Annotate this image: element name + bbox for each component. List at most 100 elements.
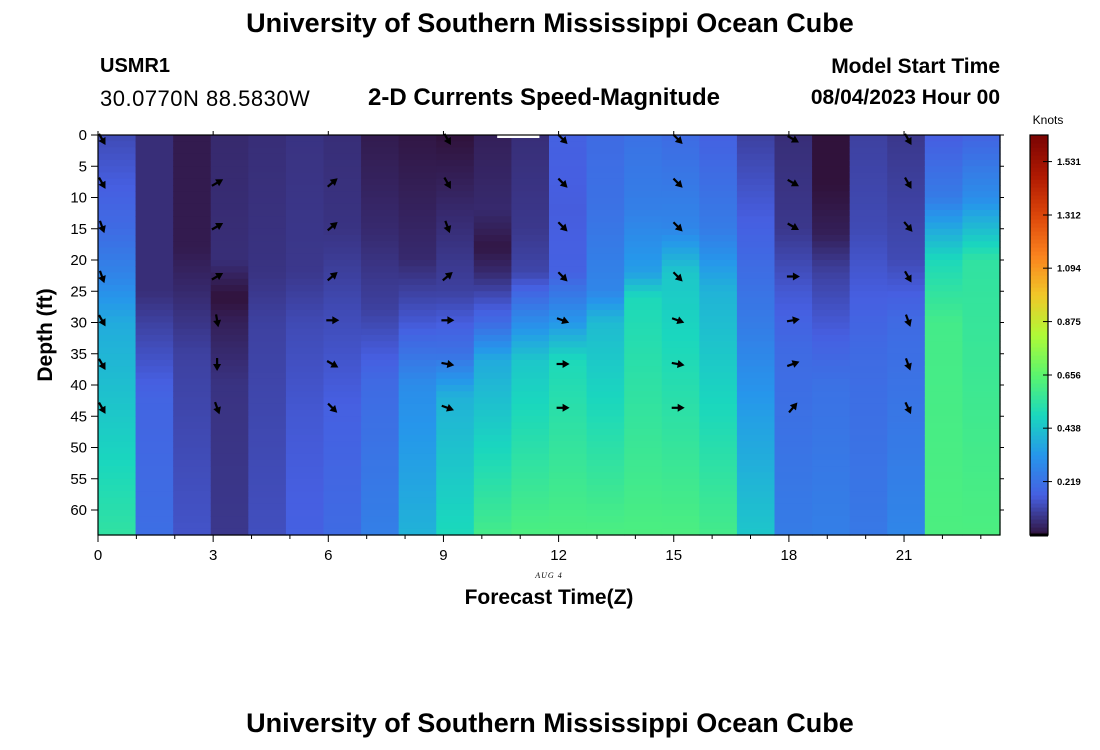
model-start-label: Model Start Time: [831, 55, 1000, 78]
heatmap-cell: [624, 528, 663, 536]
heatmap-cell: [624, 285, 663, 292]
arrow-head: [332, 316, 340, 325]
colorbar-segment: [1030, 207, 1048, 212]
colorbar-segment: [1030, 179, 1048, 184]
colorbar-tick-label: 1.531: [1057, 157, 1081, 168]
heatmap-cell: [962, 397, 1001, 405]
heatmap-cell: [624, 403, 663, 411]
heatmap-cell: [736, 310, 776, 317]
colorbar-segment: [1030, 411, 1048, 416]
heatmap-cell: [849, 422, 888, 430]
x-tick-label: 6: [324, 547, 332, 564]
heatmap-cell: [361, 235, 400, 242]
heatmap-cell: [473, 391, 513, 399]
heatmap-cell: [924, 285, 964, 292]
heatmap-cell: [962, 285, 1001, 292]
heatmap-cell: [361, 166, 400, 174]
heatmap-cell: [736, 135, 776, 142]
heatmap-cell: [248, 210, 287, 217]
colorbar-segment: [1030, 387, 1048, 392]
heatmap-cell: [887, 366, 926, 374]
heatmap-cell: [661, 328, 700, 336]
heatmap-cell: [924, 228, 964, 236]
heatmap-cell: [285, 260, 325, 267]
heatmap-cell: [473, 403, 513, 411]
heatmap-cell: [774, 153, 813, 161]
heatmap-cell: [285, 303, 325, 311]
heatmap-cell: [962, 491, 1001, 499]
heatmap-cell: [98, 491, 137, 499]
heatmap-cell: [511, 516, 550, 524]
heatmap-cell: [849, 172, 888, 180]
heatmap-cell: [586, 316, 625, 324]
heatmap-cell: [549, 397, 588, 405]
heatmap-cell: [361, 503, 400, 511]
heatmap-cell: [98, 135, 137, 142]
heatmap-cell: [473, 441, 513, 449]
heatmap-cell: [624, 410, 663, 417]
heatmap-cell: [586, 310, 625, 317]
heatmap-cell: [398, 303, 437, 311]
heatmap-cell: [962, 147, 1001, 155]
heatmap-cell: [924, 185, 964, 192]
heatmap-cell: [323, 191, 362, 199]
heatmap-cell: [473, 160, 513, 167]
arrow-head: [98, 318, 106, 327]
heatmap-cell: [248, 360, 287, 367]
heatmap-cell: [436, 253, 475, 261]
heatmap-cell: [812, 441, 851, 449]
heatmap-cell: [285, 172, 325, 180]
heatmap-cell: [323, 247, 362, 255]
heatmap-cell: [586, 328, 625, 336]
heatmap-cell: [924, 510, 964, 517]
heatmap-cell: [285, 366, 325, 374]
heatmap-cell: [812, 360, 851, 367]
heatmap-cell: [812, 291, 851, 299]
heatmap-cell: [285, 278, 325, 286]
heatmap-cell: [473, 510, 513, 517]
arrow-head: [443, 225, 452, 234]
heatmap-cell: [586, 253, 625, 261]
heatmap-cell: [849, 341, 888, 349]
heatmap-cell: [398, 460, 437, 467]
heatmap-cell: [962, 303, 1001, 311]
heatmap-cell: [285, 222, 325, 230]
heatmap-cell: [361, 216, 400, 224]
heatmap-cell: [436, 347, 475, 355]
heatmap-cell: [511, 310, 550, 317]
heatmap-cell: [285, 397, 325, 405]
heatmap-cell: [248, 216, 287, 224]
heatmap-cell: [98, 378, 137, 386]
colorbar-segment: [1030, 171, 1048, 176]
colorbar-segment: [1030, 471, 1048, 476]
heatmap-cell: [586, 466, 625, 474]
heatmap-cell: [285, 510, 325, 517]
heatmap-cell: [586, 185, 625, 192]
heatmap-cell: [210, 203, 249, 211]
heatmap-cell: [624, 491, 663, 499]
current-vector-arrow: [672, 221, 683, 232]
heatmap-cell: [624, 235, 663, 242]
heatmap-cell: [924, 447, 964, 455]
heatmap-cell: [962, 428, 1001, 436]
heatmap-cell: [210, 528, 249, 536]
heatmap-cell: [661, 322, 700, 330]
heatmap-cell: [135, 235, 174, 242]
heatmap-cell: [323, 372, 362, 380]
heatmap-cell: [361, 472, 400, 480]
heatmap-cell: [924, 416, 964, 424]
heatmap-cell: [323, 453, 362, 461]
x-tick-label: 9: [439, 547, 447, 564]
heatmap-cell: [210, 166, 249, 174]
heatmap-cell: [398, 285, 437, 292]
heatmap-cell: [661, 397, 700, 405]
heatmap-cell: [473, 353, 513, 361]
heatmap-cell: [887, 353, 926, 361]
heatmap-cell: [812, 447, 851, 455]
heatmap-cell: [398, 253, 437, 261]
heatmap-cell: [398, 360, 437, 367]
heatmap-cell: [436, 497, 475, 505]
heatmap-cell: [887, 385, 926, 392]
y-tick-label: 0: [79, 127, 87, 144]
heatmap-cell: [473, 322, 513, 330]
